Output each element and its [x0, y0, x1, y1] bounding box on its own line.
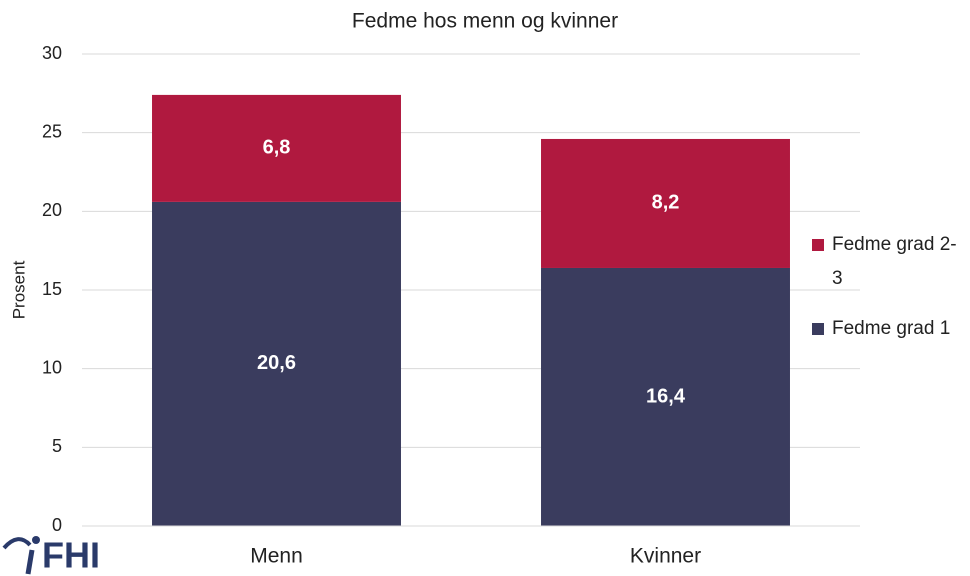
value-label: 6,8 [263, 137, 291, 159]
bar-segment [152, 94, 401, 202]
x-tick-label: Menn [250, 545, 303, 568]
legend-item: Fedme grad 2-3 [812, 228, 962, 296]
legend-label: Fedme grad 1 [832, 318, 951, 339]
y-axis-label: Prosent [9, 260, 28, 319]
legend-label: Fedme grad 2-3 [832, 234, 957, 289]
y-tick-label: 20 [42, 200, 62, 220]
bar-segment [541, 138, 790, 268]
y-tick-label: 0 [52, 515, 62, 535]
logo-dot [32, 536, 40, 544]
bar-segment [541, 267, 790, 526]
value-label: 8,2 [652, 192, 680, 214]
value-label: 16,4 [646, 385, 686, 407]
logo-stem [25, 549, 35, 575]
logo: FHI [2, 535, 100, 576]
bar-segment [152, 201, 401, 527]
y-tick-label: 10 [42, 357, 62, 377]
logo-text: FHI [42, 535, 100, 576]
y-tick-label: 15 [42, 279, 62, 299]
legend-item: Fedme grad 1 [812, 312, 962, 346]
value-label: 20,6 [257, 352, 296, 374]
chart-title: Fedme hos menn og kvinner [352, 10, 618, 33]
y-tick-label: 30 [42, 43, 62, 63]
y-tick-label: 25 [42, 121, 62, 141]
legend-swatch [812, 239, 824, 251]
x-tick-label: Kvinner [630, 545, 701, 568]
y-tick-label: 5 [52, 436, 62, 456]
logo-arc [2, 537, 32, 550]
legend-swatch [812, 323, 824, 335]
